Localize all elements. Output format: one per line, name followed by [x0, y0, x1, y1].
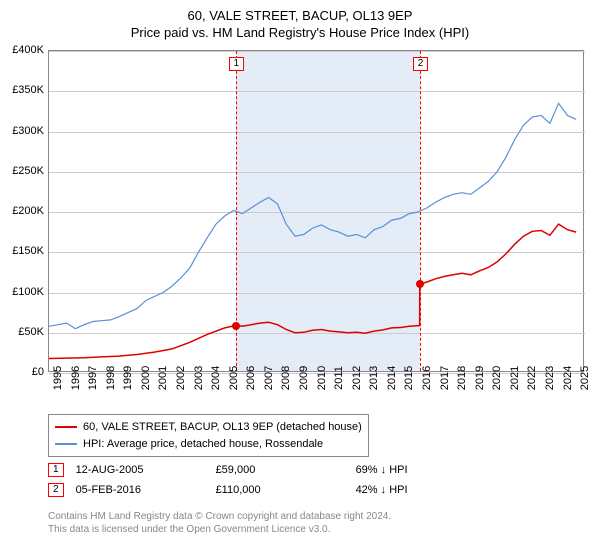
y-tick-label: £250K — [2, 165, 44, 177]
plot-area: 12 — [48, 50, 584, 372]
reference-box: 2 — [413, 57, 429, 71]
x-tick-label: 2021 — [509, 366, 521, 390]
data-marker — [416, 280, 424, 288]
footnote: Contains HM Land Registry data © Crown c… — [48, 510, 391, 536]
legend-label: 60, VALE STREET, BACUP, OL13 9EP (detach… — [83, 419, 362, 436]
series-line — [49, 224, 576, 358]
x-tick-label: 2000 — [140, 366, 152, 390]
ref-table-price: £59,000 — [216, 464, 356, 476]
x-tick-label: 2019 — [474, 366, 486, 390]
x-tick-label: 2020 — [491, 366, 503, 390]
data-marker — [232, 322, 240, 330]
x-tick-label: 1995 — [52, 366, 64, 390]
x-tick-label: 2016 — [421, 366, 433, 390]
x-tick-label: 2010 — [316, 366, 328, 390]
ref-table-date: 12-AUG-2005 — [76, 464, 216, 476]
x-tick-label: 2009 — [298, 366, 310, 390]
x-tick-label: 2011 — [333, 366, 345, 390]
y-tick-label: £150K — [2, 245, 44, 257]
legend-item: HPI: Average price, detached house, Ross… — [55, 436, 362, 453]
chart-lines — [49, 51, 585, 373]
x-tick-label: 2025 — [579, 366, 591, 390]
legend-label: HPI: Average price, detached house, Ross… — [83, 436, 323, 453]
x-tick-label: 2022 — [526, 366, 538, 390]
ref-table-delta: 42% ↓ HPI — [356, 484, 496, 496]
x-tick-label: 2007 — [263, 366, 275, 390]
y-tick-label: £0 — [2, 366, 44, 378]
x-tick-label: 2012 — [351, 366, 363, 390]
ref-table-num: 1 — [48, 463, 64, 477]
y-tick-label: £200K — [2, 205, 44, 217]
ref-table-row: 2 05-FEB-2016£110,00042% ↓ HPI — [48, 480, 496, 500]
x-tick-label: 2018 — [456, 366, 468, 390]
x-tick-label: 1996 — [70, 366, 82, 390]
chart-title: 60, VALE STREET, BACUP, OL13 9EP — [0, 0, 600, 23]
legend-item: 60, VALE STREET, BACUP, OL13 9EP (detach… — [55, 419, 362, 436]
y-tick-label: £350K — [2, 84, 44, 96]
x-tick-label: 2024 — [562, 366, 574, 390]
ref-table-date: 05-FEB-2016 — [76, 484, 216, 496]
x-tick-label: 2013 — [368, 366, 380, 390]
reference-box: 1 — [229, 57, 245, 71]
x-tick-label: 2003 — [193, 366, 205, 390]
reference-table: 1 12-AUG-2005£59,00069% ↓ HPI 2 05-FEB-2016… — [48, 460, 496, 500]
y-tick-label: £100K — [2, 286, 44, 298]
x-tick-label: 2017 — [439, 366, 451, 390]
legend-swatch — [55, 443, 77, 445]
x-tick-label: 2008 — [280, 366, 292, 390]
x-tick-label: 2015 — [403, 366, 415, 390]
y-tick-label: £50K — [2, 326, 44, 338]
x-tick-label: 2001 — [157, 366, 169, 390]
x-tick-label: 1998 — [105, 366, 117, 390]
legend-swatch — [55, 426, 77, 428]
ref-table-delta: 69% ↓ HPI — [356, 464, 496, 476]
x-tick-label: 2023 — [544, 366, 556, 390]
footnote-line-1: Contains HM Land Registry data © Crown c… — [48, 510, 391, 523]
ref-table-row: 1 12-AUG-2005£59,00069% ↓ HPI — [48, 460, 496, 480]
x-tick-label: 2006 — [245, 366, 257, 390]
x-tick-label: 2014 — [386, 366, 398, 390]
series-line — [49, 103, 576, 328]
x-tick-label: 1997 — [87, 366, 99, 390]
legend: 60, VALE STREET, BACUP, OL13 9EP (detach… — [48, 414, 369, 457]
chart-subtitle: Price paid vs. HM Land Registry's House … — [0, 23, 600, 46]
ref-table-num: 2 — [48, 483, 64, 497]
x-tick-label: 2004 — [210, 366, 222, 390]
ref-table-price: £110,000 — [216, 484, 356, 496]
y-tick-label: £300K — [2, 125, 44, 137]
x-tick-label: 2002 — [175, 366, 187, 390]
x-tick-label: 1999 — [122, 366, 134, 390]
footnote-line-2: This data is licensed under the Open Gov… — [48, 523, 391, 536]
x-tick-label: 2005 — [228, 366, 240, 390]
chart-container: 60, VALE STREET, BACUP, OL13 9EP Price p… — [0, 0, 600, 560]
y-tick-label: £400K — [2, 44, 44, 56]
